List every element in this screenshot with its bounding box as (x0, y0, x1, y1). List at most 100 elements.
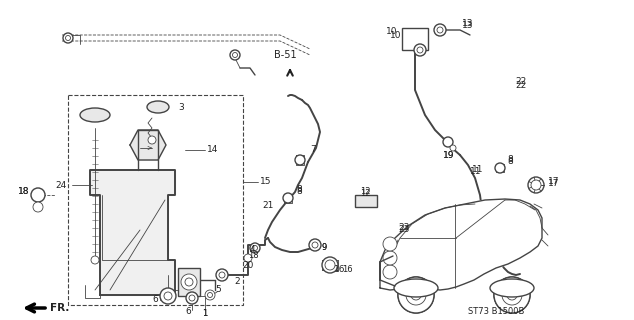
Circle shape (495, 163, 505, 173)
Text: 22: 22 (515, 77, 526, 86)
Text: 23: 23 (398, 226, 410, 235)
Ellipse shape (147, 101, 169, 113)
Bar (68, 95, 243, 305)
Circle shape (398, 277, 434, 313)
Circle shape (398, 277, 434, 313)
Text: 19: 19 (443, 150, 455, 159)
Circle shape (219, 272, 225, 278)
Circle shape (65, 36, 70, 41)
Text: 16: 16 (334, 266, 346, 275)
Polygon shape (130, 130, 166, 160)
Text: 11: 11 (472, 165, 484, 174)
Circle shape (189, 295, 195, 301)
Circle shape (185, 278, 193, 286)
Bar (178, 268, 200, 296)
Text: 21: 21 (262, 201, 273, 210)
Circle shape (186, 292, 198, 304)
Circle shape (383, 265, 397, 279)
Circle shape (283, 193, 293, 203)
Circle shape (148, 136, 156, 144)
Text: 7: 7 (310, 146, 316, 155)
Text: 4: 4 (250, 245, 256, 254)
Text: 6: 6 (152, 295, 158, 305)
Text: 12: 12 (360, 188, 370, 197)
Ellipse shape (394, 279, 438, 297)
Text: 17: 17 (548, 180, 559, 188)
Text: 8: 8 (507, 156, 513, 164)
Circle shape (63, 33, 73, 43)
Circle shape (160, 288, 176, 304)
Circle shape (31, 188, 45, 202)
Circle shape (33, 202, 43, 212)
Circle shape (164, 292, 172, 300)
Circle shape (494, 277, 530, 313)
Circle shape (411, 290, 421, 300)
Text: 12: 12 (360, 188, 370, 196)
Text: 3: 3 (178, 103, 184, 113)
Circle shape (414, 44, 426, 56)
Text: ST73 B1500B: ST73 B1500B (468, 307, 524, 316)
Polygon shape (380, 199, 542, 290)
Text: 15: 15 (260, 178, 271, 187)
Text: 2: 2 (234, 277, 240, 286)
Text: 19: 19 (443, 150, 455, 159)
Text: 22: 22 (515, 81, 526, 90)
Circle shape (244, 254, 252, 262)
Text: 14: 14 (207, 146, 218, 155)
Text: 9: 9 (322, 244, 327, 252)
Circle shape (216, 269, 228, 281)
Circle shape (91, 256, 99, 264)
Circle shape (507, 290, 517, 300)
Circle shape (531, 180, 541, 190)
Text: 13: 13 (462, 21, 474, 30)
Text: 17: 17 (548, 178, 559, 187)
Text: 11: 11 (470, 167, 481, 177)
Circle shape (450, 145, 456, 151)
Circle shape (406, 285, 426, 305)
Text: 10: 10 (390, 30, 401, 39)
Text: 18: 18 (248, 251, 259, 260)
Circle shape (417, 47, 423, 53)
Text: 5: 5 (215, 285, 221, 294)
Text: 8: 8 (296, 186, 302, 195)
Polygon shape (31, 188, 45, 202)
Text: 1: 1 (202, 309, 207, 318)
Circle shape (437, 27, 443, 33)
Circle shape (230, 50, 240, 60)
Text: FR.: FR. (50, 303, 69, 313)
Circle shape (383, 251, 397, 265)
Text: 23: 23 (398, 223, 410, 233)
Text: 20: 20 (242, 260, 254, 269)
Text: 8: 8 (507, 157, 513, 166)
Circle shape (383, 237, 397, 251)
Circle shape (312, 242, 318, 248)
Circle shape (325, 260, 335, 270)
Text: 10: 10 (386, 28, 398, 36)
Ellipse shape (80, 108, 110, 122)
Ellipse shape (490, 279, 534, 297)
Text: 9: 9 (322, 244, 327, 252)
Circle shape (207, 292, 212, 298)
Text: 6: 6 (185, 308, 191, 316)
Circle shape (233, 52, 238, 58)
Circle shape (494, 277, 530, 313)
Text: 18: 18 (18, 188, 30, 196)
Circle shape (434, 24, 446, 36)
Text: 16: 16 (342, 266, 353, 275)
Circle shape (502, 285, 522, 305)
Circle shape (309, 239, 321, 251)
Bar (402, 28, 428, 50)
Circle shape (528, 177, 544, 193)
Circle shape (295, 155, 305, 165)
Text: 18: 18 (18, 188, 30, 196)
Text: 8: 8 (296, 188, 302, 196)
Circle shape (252, 245, 257, 251)
Bar (355, 195, 377, 207)
Circle shape (181, 274, 197, 290)
Polygon shape (90, 170, 175, 295)
Text: 13: 13 (462, 20, 474, 28)
Text: 24: 24 (55, 180, 66, 189)
Text: B-51: B-51 (274, 50, 296, 60)
Circle shape (250, 243, 260, 253)
Circle shape (322, 257, 338, 273)
